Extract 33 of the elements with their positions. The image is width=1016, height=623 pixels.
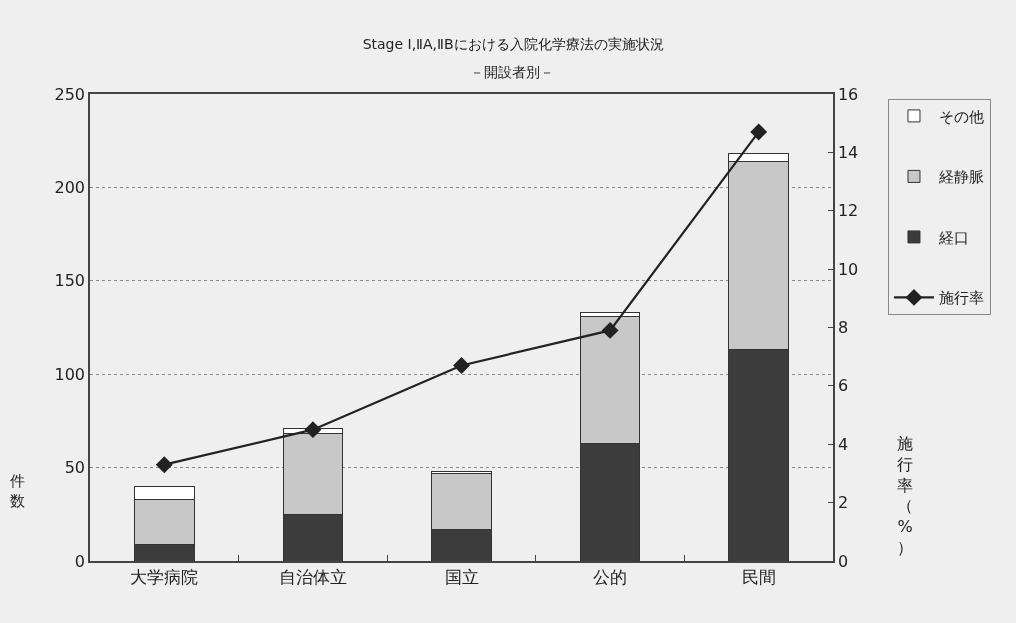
point: [304, 421, 322, 439]
x-tick-label: 公的: [593, 567, 628, 588]
y-tick-label: 150: [54, 271, 86, 291]
y-tick-label: 0: [74, 551, 86, 571]
y-axis-title: 件数: [10, 472, 25, 510]
point: [155, 456, 173, 474]
chart-title: Stage Ⅰ,ⅡA,ⅡBにおける入院化学療法の実施状況: [362, 36, 664, 53]
point: [750, 123, 768, 141]
legend-label: 経口: [937, 228, 969, 247]
legend-label: 経静脈: [937, 168, 984, 187]
legend-label: その他: [938, 107, 984, 126]
point: [453, 356, 470, 374]
y2-tick-label: 12: [837, 201, 859, 221]
y2-axis-title: 施行率（%）: [897, 434, 913, 557]
x-tick-label: 民間: [741, 567, 776, 588]
point: [601, 321, 619, 339]
y2-tick-label: 4: [837, 434, 849, 454]
x-tick-label: 自治体立: [278, 567, 347, 588]
y-tick-label: 200: [54, 178, 86, 197]
y2-tick-label: 2: [837, 493, 849, 513]
legend-label: 施行率: [938, 289, 984, 308]
y2-tick-label: 0: [837, 551, 849, 571]
y2-tick-label: 6: [837, 376, 849, 396]
y-tick-label: 50: [64, 458, 86, 478]
y2-tick-label: 10: [837, 259, 859, 279]
y-tick-label: 250: [54, 84, 86, 104]
y-tick-label: 100: [54, 364, 86, 384]
y2-tick-label: 16: [837, 84, 859, 104]
x-tick-label: 国立: [444, 567, 479, 588]
chart-subtitle: －開設者別－: [470, 64, 554, 80]
y2-tick-label: 14: [837, 142, 859, 162]
x-tick-label: 大学病院: [130, 567, 199, 588]
y2-tick-label: 8: [837, 318, 849, 338]
